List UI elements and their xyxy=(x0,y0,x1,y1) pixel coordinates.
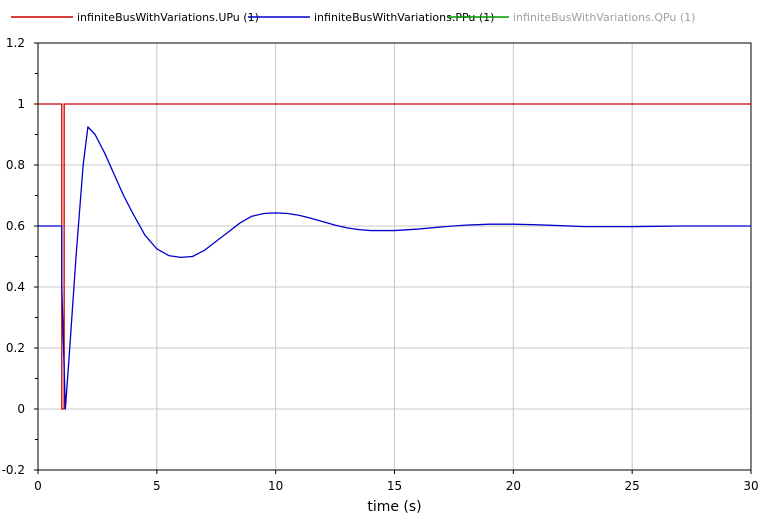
x-axis-label: time (s) xyxy=(367,499,421,515)
series-group xyxy=(38,103,751,410)
x-tick-label: 30 xyxy=(743,479,758,493)
x-tick-label: 20 xyxy=(506,479,521,493)
y-tick-label: 0.4 xyxy=(6,280,25,294)
x-tick-label: 25 xyxy=(625,479,640,493)
x-tick-label: 5 xyxy=(153,479,161,493)
x-tick-label: 10 xyxy=(268,479,283,493)
x-tick-label: 0 xyxy=(34,479,42,493)
legend-entry[interactable]: infiniteBusWithVariations.UPu (1) xyxy=(11,11,259,24)
y-tick-label: 0.6 xyxy=(6,219,25,233)
y-tick-label: 1.2 xyxy=(6,36,25,50)
legend-entry[interactable]: infiniteBusWithVariations.PPu (1) xyxy=(248,11,494,24)
x-tick-label: 15 xyxy=(387,479,402,493)
y-tick-label: 0 xyxy=(17,402,25,416)
series-line-1 xyxy=(38,103,751,410)
legend-label: infiniteBusWithVariations.PPu (1) xyxy=(314,11,494,24)
legend: infiniteBusWithVariations.UPu (1) infinit… xyxy=(11,11,695,24)
ticks: 0 5 10 15 20 25 30 -0.2 0 0.2 0.4 0.6 0.8 1 1.2 xyxy=(2,36,759,493)
legend-label: infiniteBusWithVariations.QPu (1) xyxy=(513,11,695,24)
legend-label: infiniteBusWithVariations.UPu (1) xyxy=(77,11,259,24)
y-tick-label: 0.2 xyxy=(6,341,25,355)
y-tick-label: 1 xyxy=(17,97,25,111)
series-line-2 xyxy=(38,126,751,410)
y-tick-label: 0.8 xyxy=(6,158,25,172)
legend-entry[interactable]: infiniteBusWithVariations.QPu (1) xyxy=(447,11,695,24)
y-tick-label: -0.2 xyxy=(2,463,25,477)
